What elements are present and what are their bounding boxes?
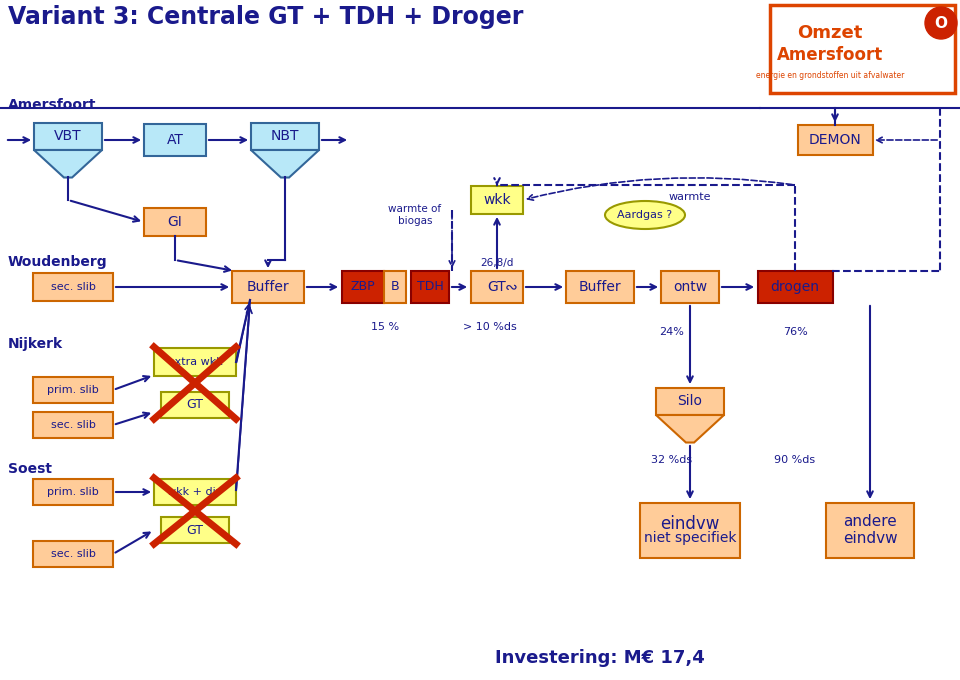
Text: 76%: 76%: [782, 327, 807, 337]
FancyBboxPatch shape: [826, 503, 914, 558]
Text: 32 %ds: 32 %ds: [652, 455, 692, 465]
Text: Nijkerk: Nijkerk: [8, 337, 63, 351]
FancyBboxPatch shape: [161, 517, 229, 543]
Text: NBT: NBT: [271, 129, 300, 143]
Text: sec. slib: sec. slib: [51, 282, 95, 292]
FancyBboxPatch shape: [161, 392, 229, 418]
FancyBboxPatch shape: [154, 348, 236, 376]
Text: drogen: drogen: [771, 280, 820, 294]
FancyBboxPatch shape: [770, 5, 955, 93]
Text: B: B: [391, 280, 399, 294]
Text: eindvw: eindvw: [660, 515, 720, 533]
Text: Woudenberg: Woudenberg: [8, 255, 108, 269]
Text: warmte of
biogas: warmte of biogas: [389, 204, 442, 226]
FancyBboxPatch shape: [144, 124, 206, 156]
Text: Investering: M€ 17,4: Investering: M€ 17,4: [495, 649, 705, 667]
Text: 15 %: 15 %: [371, 322, 399, 332]
FancyBboxPatch shape: [33, 377, 113, 403]
Text: energie en grondstoffen uit afvalwater: energie en grondstoffen uit afvalwater: [756, 71, 904, 80]
FancyBboxPatch shape: [798, 125, 873, 155]
Text: ∾: ∾: [505, 279, 517, 294]
FancyBboxPatch shape: [661, 271, 719, 303]
Text: niet specifiek: niet specifiek: [644, 531, 736, 545]
FancyBboxPatch shape: [566, 271, 634, 303]
FancyBboxPatch shape: [757, 271, 832, 303]
Polygon shape: [34, 150, 102, 177]
Text: prim. slib: prim. slib: [47, 385, 99, 395]
FancyBboxPatch shape: [411, 271, 449, 303]
FancyBboxPatch shape: [640, 503, 740, 558]
Polygon shape: [656, 415, 724, 443]
Text: GT: GT: [186, 398, 204, 411]
Text: Silo: Silo: [678, 394, 703, 408]
FancyBboxPatch shape: [154, 479, 236, 505]
Text: warmte: warmte: [669, 192, 711, 202]
Text: Omzet: Omzet: [798, 24, 863, 42]
Text: ontw: ontw: [673, 280, 708, 294]
Text: AT: AT: [167, 133, 183, 147]
FancyBboxPatch shape: [33, 273, 113, 301]
Ellipse shape: [605, 201, 685, 229]
Text: TDH: TDH: [417, 280, 444, 294]
FancyBboxPatch shape: [232, 271, 304, 303]
Text: Buffer: Buffer: [247, 280, 289, 294]
Circle shape: [925, 7, 957, 39]
Text: prim. slib: prim. slib: [47, 487, 99, 497]
FancyBboxPatch shape: [34, 122, 102, 150]
FancyBboxPatch shape: [33, 479, 113, 505]
Text: Variant 3: Centrale GT + TDH + Droger: Variant 3: Centrale GT + TDH + Droger: [8, 5, 523, 29]
Polygon shape: [251, 150, 319, 177]
FancyBboxPatch shape: [33, 412, 113, 438]
Text: extra wkk: extra wkk: [168, 357, 223, 367]
FancyBboxPatch shape: [342, 271, 384, 303]
Text: sec. slib: sec. slib: [51, 549, 95, 559]
Text: 26,8/d: 26,8/d: [480, 258, 514, 268]
Text: VBT: VBT: [54, 129, 82, 143]
FancyBboxPatch shape: [471, 186, 523, 214]
Text: O: O: [934, 16, 948, 31]
Text: GI: GI: [168, 215, 182, 229]
FancyBboxPatch shape: [33, 541, 113, 567]
Text: Amersfoort: Amersfoort: [8, 98, 97, 112]
Text: Amersfoort: Amersfoort: [777, 46, 883, 64]
Text: Aardgas ?: Aardgas ?: [617, 210, 673, 220]
Text: Soest: Soest: [8, 462, 52, 476]
FancyBboxPatch shape: [144, 208, 206, 236]
Text: 24%: 24%: [660, 327, 684, 337]
Text: wkk: wkk: [483, 193, 511, 207]
Text: ZBP: ZBP: [350, 280, 375, 294]
FancyBboxPatch shape: [471, 271, 523, 303]
Text: > 10 %ds: > 10 %ds: [463, 322, 516, 332]
FancyBboxPatch shape: [384, 271, 406, 303]
Text: andere
eindvw: andere eindvw: [843, 514, 898, 546]
Text: sec. slib: sec. slib: [51, 420, 95, 430]
Text: 90 %ds: 90 %ds: [775, 455, 816, 465]
Text: GT: GT: [488, 280, 506, 294]
Text: wkk + div: wkk + div: [167, 487, 223, 497]
Text: GT: GT: [186, 524, 204, 537]
Text: Buffer: Buffer: [579, 280, 621, 294]
FancyBboxPatch shape: [656, 388, 724, 415]
Text: DEMON: DEMON: [808, 133, 861, 147]
FancyBboxPatch shape: [251, 122, 319, 150]
